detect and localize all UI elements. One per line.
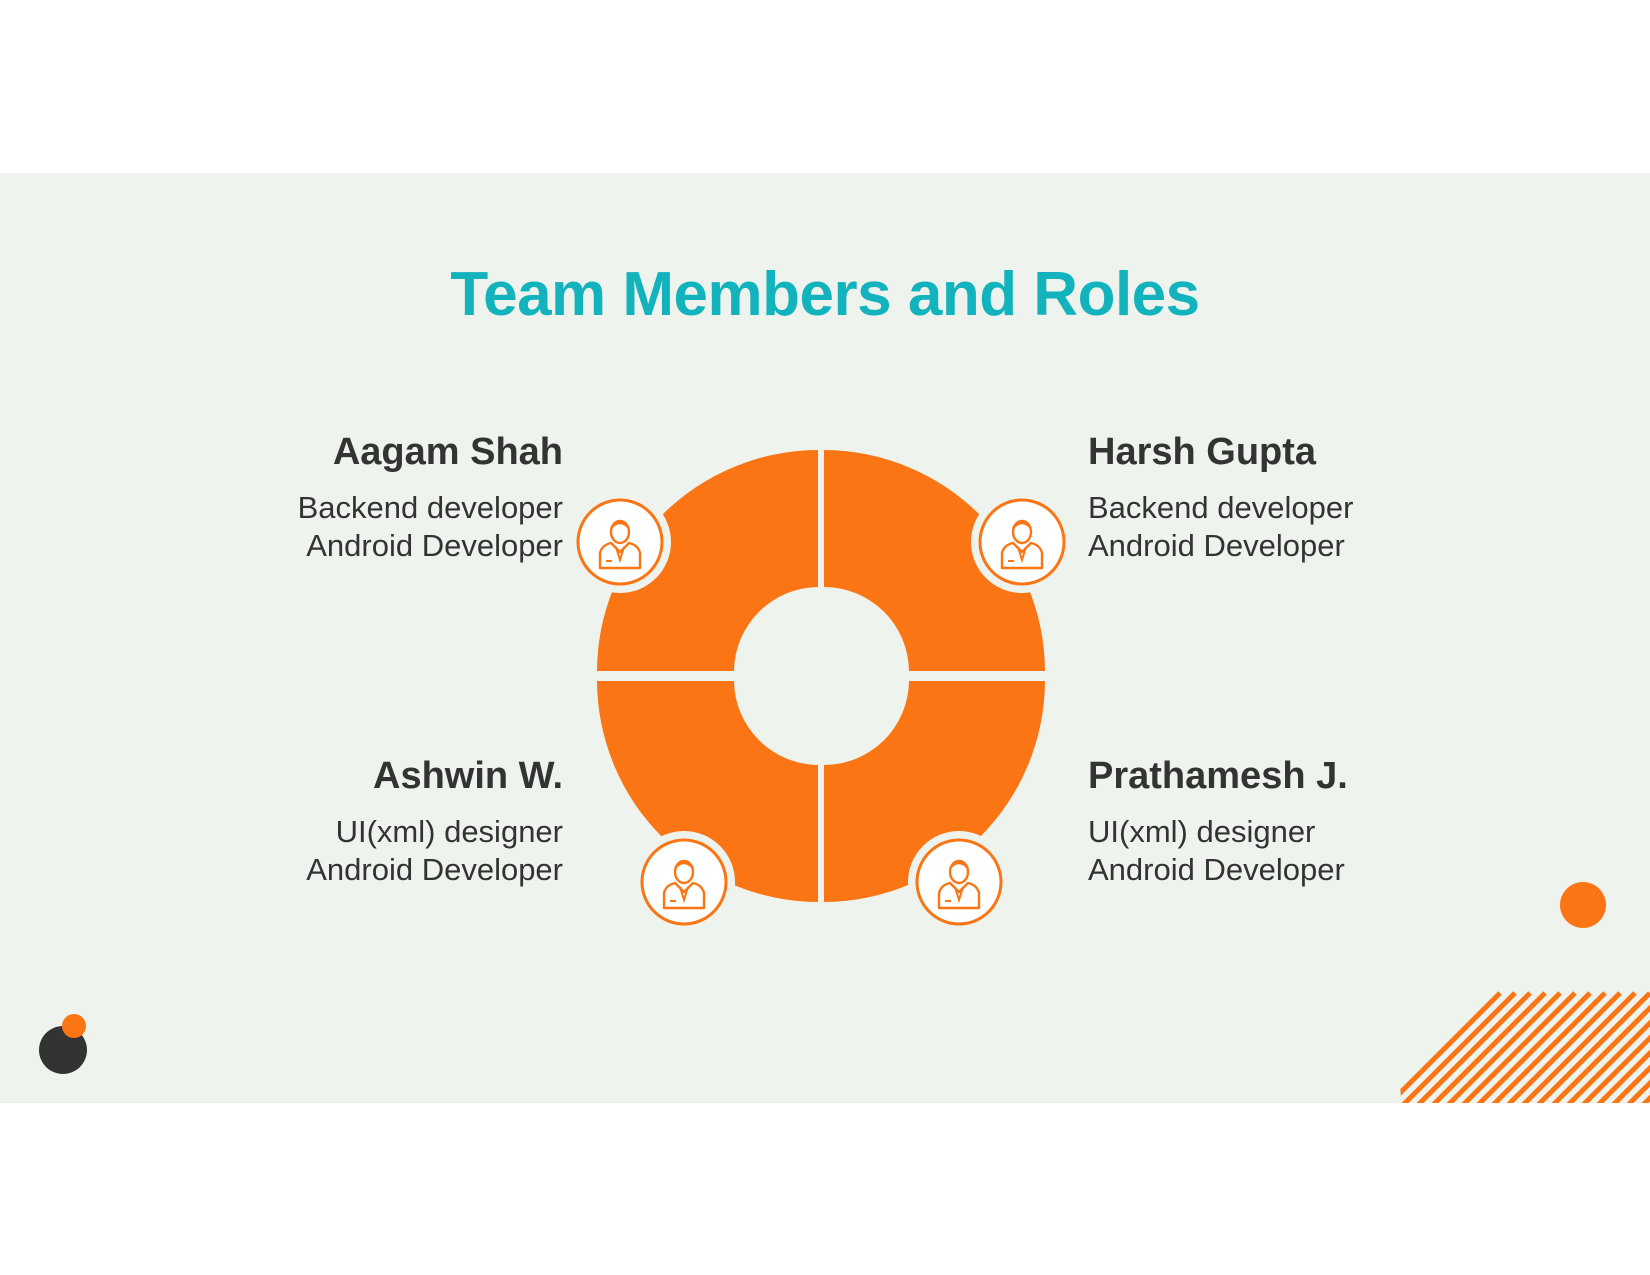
member-card-harsh-gupta: Harsh Gupta Backend developer Android De… — [1088, 429, 1448, 565]
team-ring-diagram — [39, 450, 1650, 1103]
slide: Team Members and Roles — [0, 173, 1650, 1103]
decor-striped-half-circle — [1400, 991, 1650, 1103]
ring-segment-top-left — [597, 450, 818, 671]
member-card-ashwin-w: Ashwin W. UI(xml) designer Android Devel… — [203, 753, 563, 889]
person-icon — [633, 831, 735, 933]
member-name: Prathamesh J. — [1088, 755, 1348, 797]
member-role: UI(xml) designer — [1088, 814, 1316, 849]
member-role: Backend developer — [297, 490, 563, 525]
decor-dark-dot — [39, 1026, 87, 1074]
decor-orange-dot — [1560, 882, 1606, 928]
person-icon — [908, 831, 1010, 933]
member-name: Harsh Gupta — [1088, 431, 1317, 473]
member-role: Android Developer — [306, 528, 563, 563]
member-card-prathamesh-j: Prathamesh J. UI(xml) designer Android D… — [1088, 753, 1448, 889]
member-role: UI(xml) designer — [335, 814, 563, 849]
ring-segment-bottom-left — [597, 681, 818, 902]
decor-orange-dot-small — [62, 1014, 86, 1038]
person-icon — [971, 491, 1073, 593]
member-role: Android Developer — [1088, 528, 1345, 563]
member-role: Backend developer — [1088, 490, 1354, 525]
member-name: Ashwin W. — [373, 755, 563, 797]
ring-segment-top-right — [824, 450, 1045, 671]
member-role: Android Developer — [1088, 852, 1345, 887]
ring-segment-bottom-right — [824, 681, 1045, 902]
person-icon — [569, 491, 671, 593]
slide-title: Team Members and Roles — [450, 260, 1200, 329]
member-role: Android Developer — [306, 852, 563, 887]
member-card-aagam-shah: Aagam Shah Backend developer Android Dev… — [203, 429, 563, 565]
member-name: Aagam Shah — [332, 431, 563, 473]
